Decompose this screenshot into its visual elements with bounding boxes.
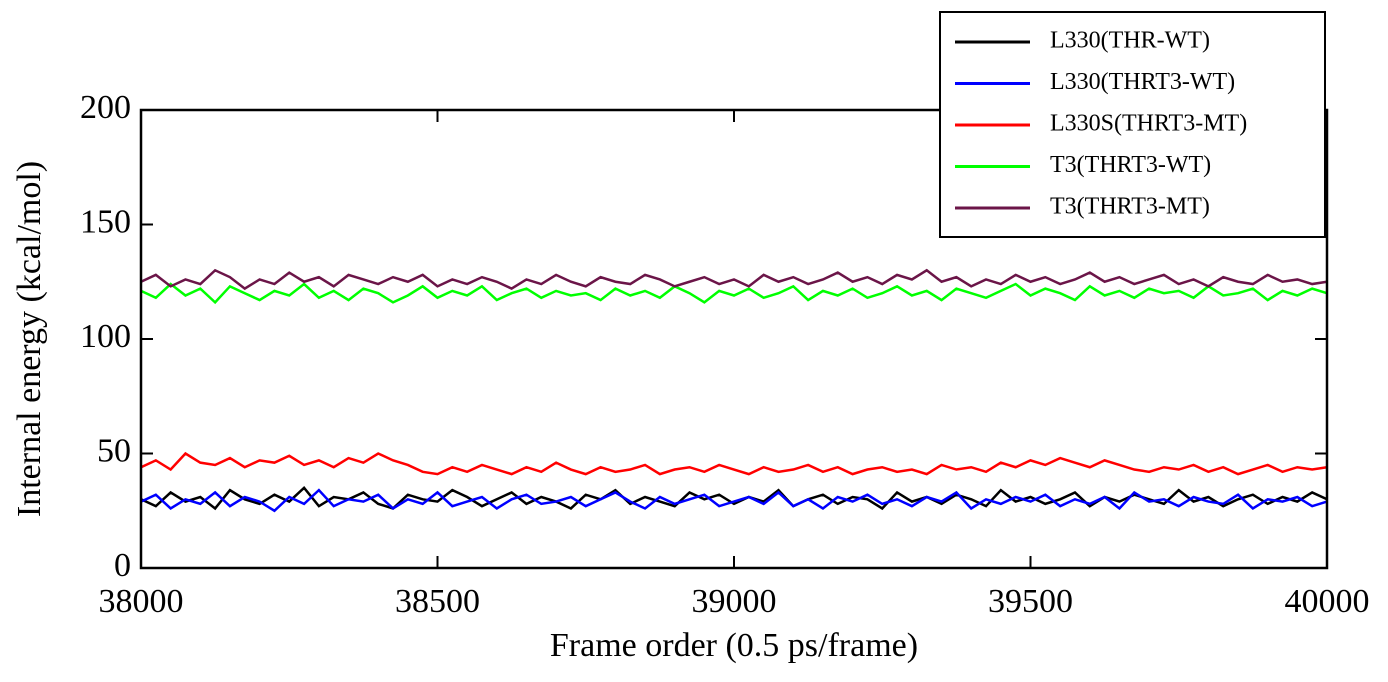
- x-tick-label: 38500: [395, 583, 480, 620]
- legend-label: L330(THR-WT): [1050, 28, 1210, 54]
- data-line: [140, 282, 1328, 305]
- x-tick-label: 39500: [988, 583, 1073, 620]
- x-tick-label: 40000: [1285, 583, 1370, 620]
- legend-label: T3(THRT3-MT): [1050, 194, 1210, 220]
- legend-label: L330S(THRT3-MT): [1050, 111, 1247, 137]
- legend: L330(THR-WT) L330(THRT3-WT) L330S(THRT3-MT…: [939, 11, 1326, 238]
- data-line: [140, 488, 1328, 513]
- y-axis-title: Internal energy (kcal/mol): [11, 161, 48, 517]
- x-axis-title: Frame order (0.5 ps/frame): [550, 627, 918, 664]
- data-line: [140, 268, 1328, 291]
- x-tick-label: 39000: [692, 583, 777, 620]
- y-tick-label: 0: [114, 547, 131, 584]
- y-tick-label: 200: [80, 89, 131, 126]
- y-tick-label: 150: [80, 203, 131, 240]
- legend-label: T3(THRT3-WT): [1050, 152, 1211, 178]
- data-line: [140, 451, 1328, 476]
- y-tick-label: 50: [97, 432, 131, 469]
- legend-label: L330(THRT3-WT): [1050, 69, 1235, 95]
- y-tick-label: 100: [80, 318, 131, 355]
- x-tick-label: 38000: [99, 583, 184, 620]
